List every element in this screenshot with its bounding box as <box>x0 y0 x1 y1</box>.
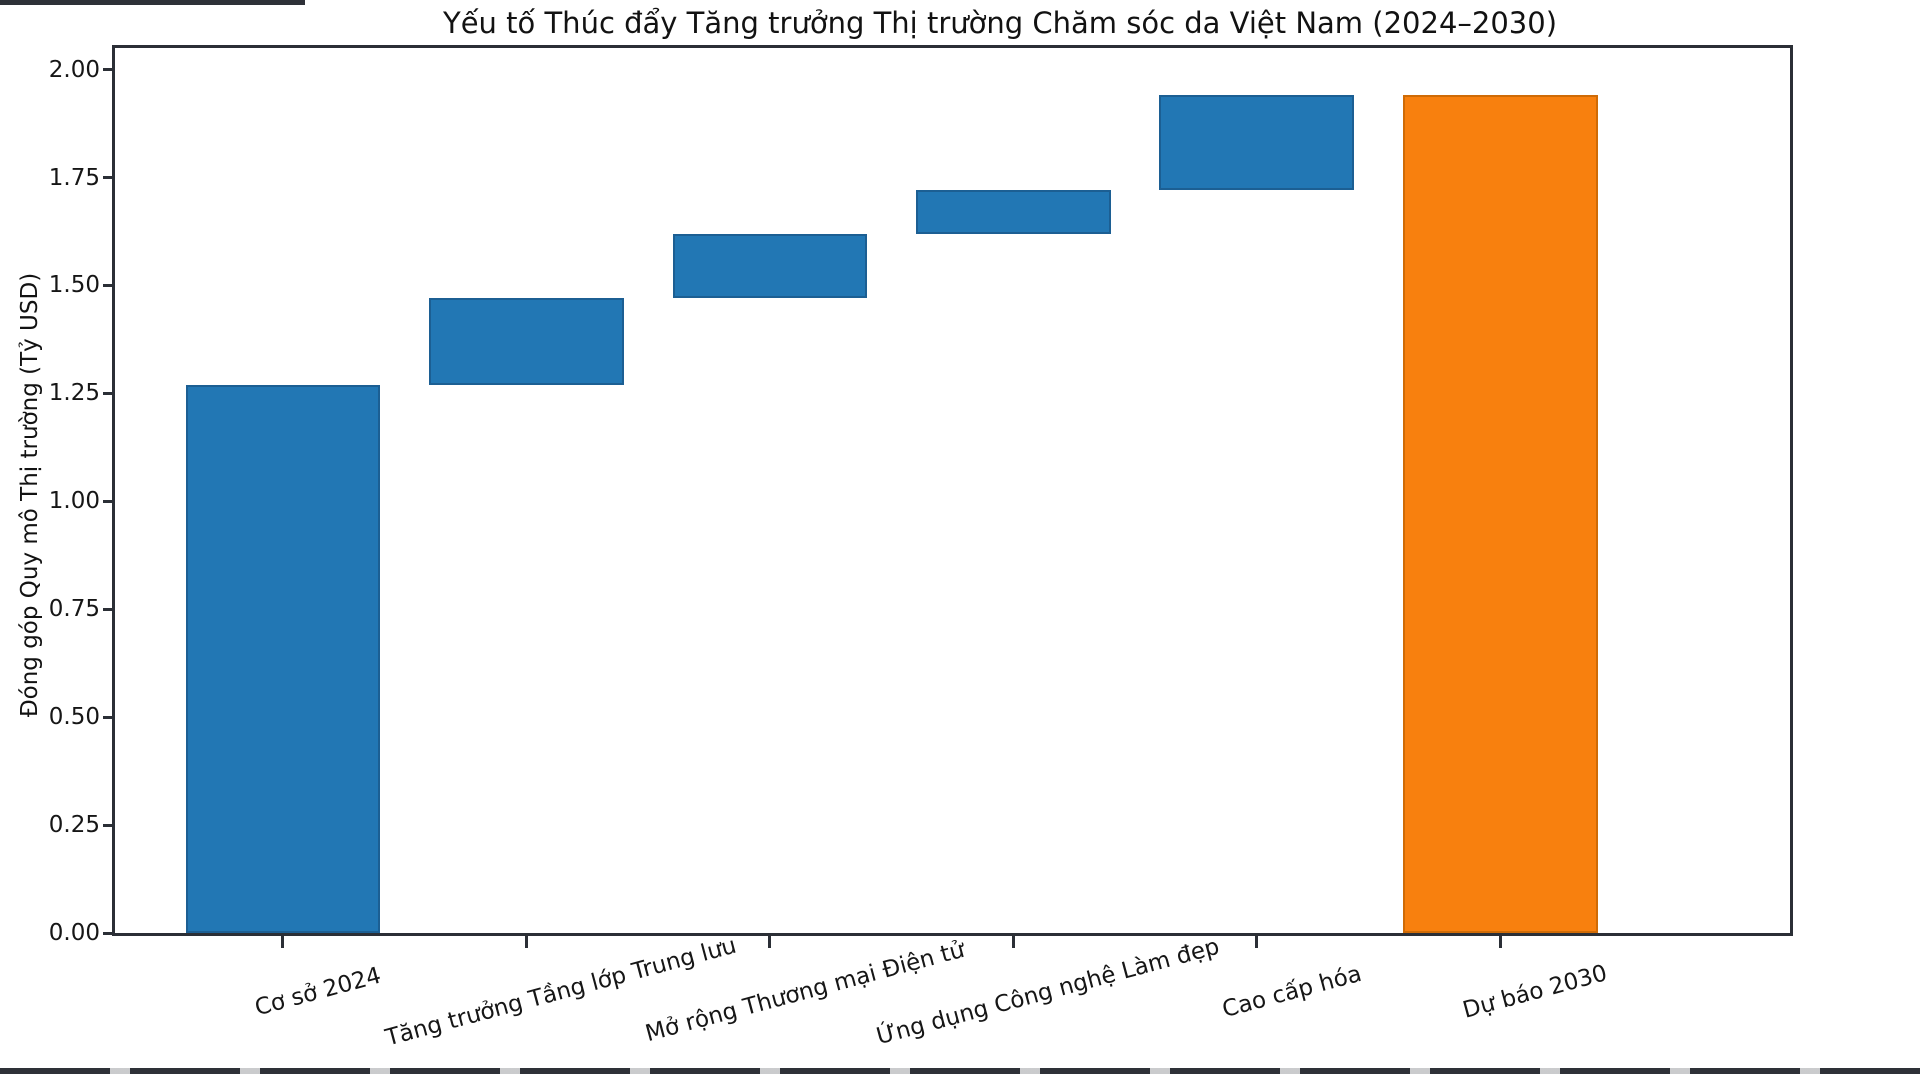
y-tick-label: 2.00 <box>48 56 100 83</box>
waterfall-bar-0 <box>185 384 381 933</box>
y-tick-mark <box>103 176 115 179</box>
waterfall-bar-total <box>1402 95 1598 933</box>
x-tick-mark <box>524 936 528 948</box>
top-edge-line <box>0 0 305 5</box>
x-tick-label: Dự báo 2030 <box>1460 960 1611 1024</box>
x-tick-label: Cơ sở 2024 <box>252 962 384 1022</box>
chart-title: Yếu tố Thúc đẩy Tăng trưởng Thị trường C… <box>442 6 1558 40</box>
y-tick-mark <box>103 68 115 72</box>
y-tick-label: 0.50 <box>48 704 100 731</box>
y-tick-mark <box>103 391 115 395</box>
bottom-edge-line <box>0 1068 1920 1074</box>
y-tick-label: 1.75 <box>48 164 100 191</box>
y-tick-mark <box>103 931 115 935</box>
y-tick-mark <box>103 715 115 719</box>
x-tick-label: Cao cấp hóa <box>1219 960 1365 1024</box>
x-tick-mark <box>1011 936 1015 948</box>
x-tick-mark <box>1498 936 1502 948</box>
waterfall-bar-4 <box>1159 95 1355 191</box>
waterfall-bar-1 <box>429 298 624 385</box>
plot-area <box>112 45 1793 936</box>
y-tick-label: 0.00 <box>48 920 100 946</box>
y-tick-label: 1.50 <box>48 272 100 299</box>
waterfall-bar-3 <box>915 190 1111 234</box>
y-tick-label: 0.25 <box>48 812 100 839</box>
y-tick-mark <box>103 499 115 503</box>
y-tick-mark <box>103 823 115 827</box>
y-tick-label: 0.75 <box>48 596 100 623</box>
y-tick-mark <box>103 607 115 611</box>
waterfall-bar-2 <box>672 233 868 299</box>
y-tick-mark <box>103 283 115 287</box>
x-tick-mark <box>768 936 772 948</box>
x-tick-mark <box>281 936 285 948</box>
y-tick-label: 1.25 <box>48 380 100 407</box>
y-tick-label: 1.00 <box>48 488 100 515</box>
x-tick-mark <box>1255 936 1259 948</box>
